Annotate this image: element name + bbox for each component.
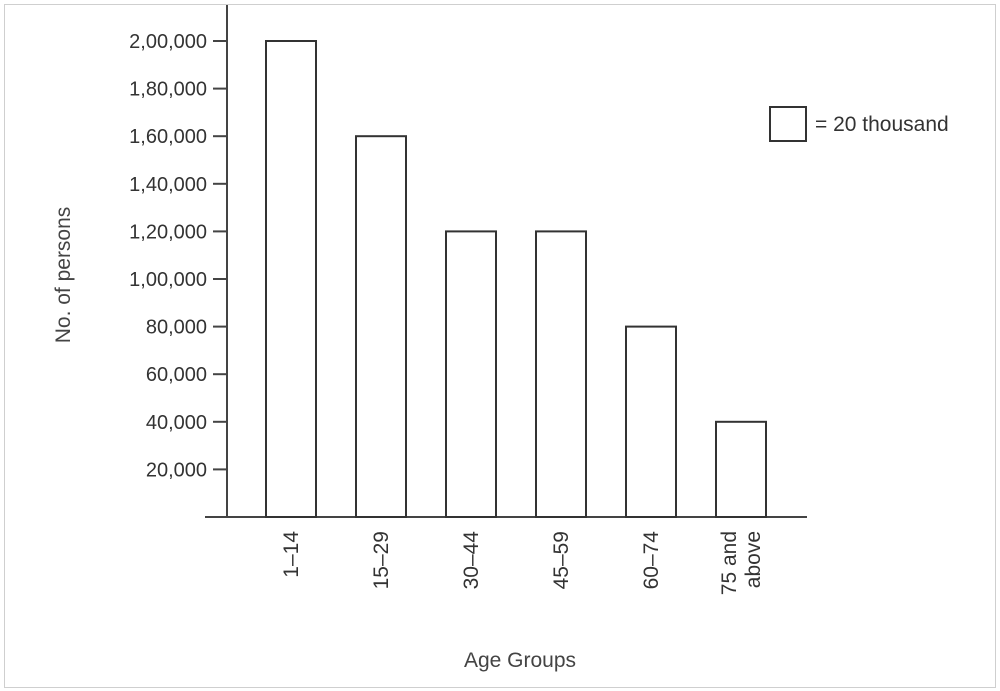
y-tick-label: 40,000 [146,412,207,434]
y-tick-label: 80,000 [146,317,207,339]
x-tick-label: 1–14 [280,531,303,578]
bar-0 [265,40,317,518]
legend-swatch [769,106,807,142]
bars [265,40,767,518]
y-tick-label: 20,000 [146,459,207,481]
y-tick-label: 1,40,000 [129,174,207,196]
bar-1 [355,135,407,518]
y-tick-label: 1,80,000 [129,79,207,101]
y-tick-label: 1,60,000 [129,126,207,148]
x-tick-label: 60–74 [640,531,663,590]
x-tick-label: 45–59 [550,531,573,589]
bar-4 [625,325,677,518]
y-axis-ticks: 20,000 40,000 60,000 80,000 1,00,000 1,20,000… [129,31,227,481]
bar-5 [715,420,767,518]
x-axis-title: Age Groups [464,649,576,672]
x-tick-label: 30–44 [460,531,483,590]
y-tick-label: 60,000 [146,364,207,386]
y-tick-label: 1,20,000 [129,221,207,243]
chart-frame: 20,000 40,000 60,000 80,000 1,00,000 1,20,000… [4,4,996,688]
bar-chart: 20,000 40,000 60,000 80,000 1,00,000 1,20,000… [52,5,949,672]
legend: = 20 thousand [769,106,949,142]
y-tick-label: 2,00,000 [129,31,207,53]
x-axis-tick-labels: 1–14 15–29 30–44 45–59 60–74 75 andabove [280,531,765,596]
bar-3 [535,230,587,518]
legend-text: = 20 thousand [815,113,949,136]
x-tick-label: 15–29 [370,531,393,589]
y-axis-title: No. of persons [52,207,75,344]
x-tick-label: 75 andabove [718,531,765,595]
y-tick-label: 1,00,000 [129,269,207,291]
bar-2 [445,230,497,518]
